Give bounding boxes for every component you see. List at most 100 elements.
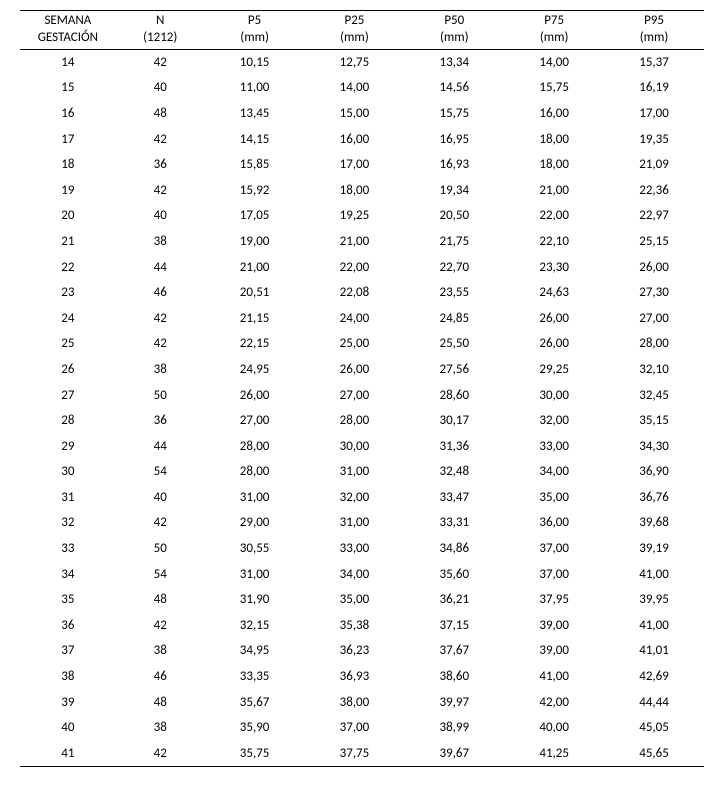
col-header-p75: P75 (mm)	[504, 11, 604, 50]
table-cell: 48	[116, 101, 205, 127]
table-cell: 14,15	[205, 127, 305, 153]
table-cell: 26,00	[604, 255, 704, 281]
table-cell: 41,00	[504, 664, 604, 690]
table-cell: 42	[116, 331, 205, 357]
table-cell: 18,00	[504, 127, 604, 153]
table-cell: 41,01	[604, 638, 704, 664]
table-cell: 39,95	[604, 587, 704, 613]
table-cell: 15,85	[205, 152, 305, 178]
header-line1: P25	[309, 13, 401, 30]
table-cell: 41,00	[604, 562, 704, 588]
header-line1: P5	[209, 13, 301, 30]
table-cell: 28,60	[404, 383, 504, 409]
table-cell: 35,67	[205, 690, 305, 716]
header-line1: P75	[508, 13, 600, 30]
table-cell: 36	[116, 408, 205, 434]
table-cell: 45,65	[604, 741, 704, 767]
table-cell: 38,00	[305, 690, 405, 716]
table-cell: 36,21	[404, 587, 504, 613]
table-cell: 22,08	[305, 280, 405, 306]
table-cell: 15,37	[604, 49, 704, 75]
table-cell: 31,36	[404, 434, 504, 460]
table-cell: 24,63	[504, 280, 604, 306]
table-cell: 40,00	[504, 715, 604, 741]
table-cell: 16,00	[504, 101, 604, 127]
table-cell: 36,00	[504, 510, 604, 536]
table-cell: 20	[20, 203, 116, 229]
table-row: 335030,5533,0034,8637,0039,19	[20, 536, 704, 562]
table-cell: 33,31	[404, 510, 504, 536]
table-cell: 19,35	[604, 127, 704, 153]
table-cell: 13,45	[205, 101, 305, 127]
table-body: 144210,1512,7513,3414,0015,37154011,0014…	[20, 49, 704, 767]
table-cell: 25,00	[305, 331, 405, 357]
table-cell: 28	[20, 408, 116, 434]
header-line1: P95	[608, 13, 700, 30]
table-row: 213819,0021,0021,7522,1025,15	[20, 229, 704, 255]
table-cell: 48	[116, 587, 205, 613]
table-cell: 34,00	[504, 459, 604, 485]
table-cell: 38	[116, 638, 205, 664]
table-cell: 39,00	[504, 638, 604, 664]
table-cell: 21,75	[404, 229, 504, 255]
table-row: 194215,9218,0019,3421,0022,36	[20, 178, 704, 204]
table-cell: 37,15	[404, 613, 504, 639]
table-cell: 24,95	[205, 357, 305, 383]
table-cell: 39,68	[604, 510, 704, 536]
table-cell: 50	[116, 536, 205, 562]
table-cell: 36,90	[604, 459, 704, 485]
table-cell: 37,00	[305, 715, 405, 741]
table-cell: 40	[116, 75, 205, 101]
table-cell: 41	[20, 741, 116, 767]
header-line1: SEMANA	[24, 13, 112, 30]
table-cell: 38	[20, 664, 116, 690]
table-header: SEMANA GESTACIÓN N (1212) P5 (mm) P25 (m…	[20, 11, 704, 50]
table-cell: 11,00	[205, 75, 305, 101]
table-cell: 14	[20, 49, 116, 75]
table-cell: 37,95	[504, 587, 604, 613]
table-cell: 32	[20, 510, 116, 536]
table-cell: 35,75	[205, 741, 305, 767]
table-cell: 26,00	[504, 306, 604, 332]
table-cell: 33,00	[305, 536, 405, 562]
table-cell: 28,00	[604, 331, 704, 357]
table-cell: 22,00	[305, 255, 405, 281]
table-cell: 39,00	[504, 613, 604, 639]
table-cell: 32,45	[604, 383, 704, 409]
table-cell: 10,15	[205, 49, 305, 75]
header-line2: GESTACIÓN	[24, 30, 112, 47]
table-cell: 21,00	[504, 178, 604, 204]
table-cell: 21	[20, 229, 116, 255]
table-cell: 22,70	[404, 255, 504, 281]
table-cell: 37	[20, 638, 116, 664]
table-row: 164813,4515,0015,7516,0017,00	[20, 101, 704, 127]
table-cell: 42	[116, 178, 205, 204]
table-cell: 21,15	[205, 306, 305, 332]
table-cell: 22,36	[604, 178, 704, 204]
table-cell: 25,15	[604, 229, 704, 255]
table-cell: 34,95	[205, 638, 305, 664]
table-cell: 24,85	[404, 306, 504, 332]
table-cell: 26,00	[504, 331, 604, 357]
table-cell: 19,00	[205, 229, 305, 255]
table-cell: 50	[116, 383, 205, 409]
table-cell: 41,25	[504, 741, 604, 767]
table-cell: 36	[116, 152, 205, 178]
table-cell: 28,00	[205, 459, 305, 485]
table-row: 244221,1524,0024,8526,0027,00	[20, 306, 704, 332]
table-cell: 15,92	[205, 178, 305, 204]
table-row: 263824,9526,0027,5629,2532,10	[20, 357, 704, 383]
table-row: 144210,1512,7513,3414,0015,37	[20, 49, 704, 75]
header-line1: N	[120, 13, 201, 30]
table-cell: 32,00	[504, 408, 604, 434]
header-line2: (1212)	[120, 30, 201, 47]
table-cell: 37,00	[504, 536, 604, 562]
table-cell: 15,75	[404, 101, 504, 127]
table-cell: 17,05	[205, 203, 305, 229]
table-cell: 16,95	[404, 127, 504, 153]
table-row: 324229,0031,0033,3136,0039,68	[20, 510, 704, 536]
table-cell: 16,93	[404, 152, 504, 178]
table-cell: 34,30	[604, 434, 704, 460]
table-cell: 26,00	[205, 383, 305, 409]
table-cell: 17	[20, 127, 116, 153]
